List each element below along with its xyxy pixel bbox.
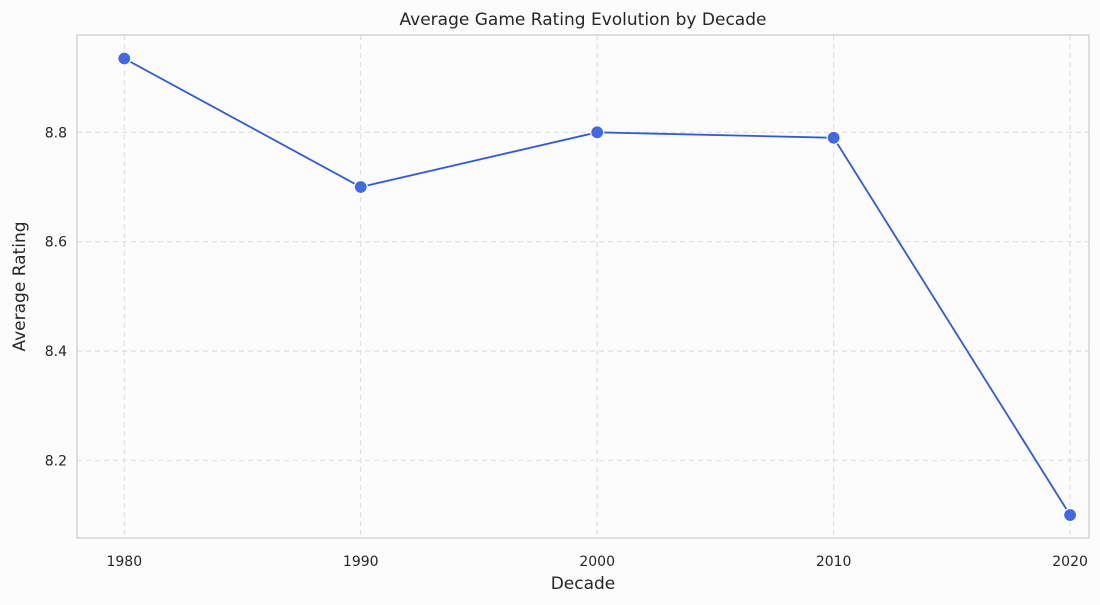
x-tick-label: 1980 bbox=[106, 554, 142, 570]
y-tick-label: 8.2 bbox=[45, 453, 67, 469]
x-tick-label: 2010 bbox=[816, 554, 852, 570]
data-point bbox=[353, 179, 368, 195]
x-tick-label: 2020 bbox=[1052, 554, 1088, 570]
data-points bbox=[117, 51, 1078, 523]
data-point bbox=[590, 125, 605, 140]
x-tick-label: 1990 bbox=[343, 554, 379, 570]
y-tick-label: 8.4 bbox=[45, 344, 67, 360]
data-point bbox=[117, 51, 132, 66]
y-tick-label: 8.6 bbox=[45, 235, 67, 251]
data-point bbox=[1062, 507, 1078, 523]
y-axis-ticks: 8.2 8.4 8.6 8.8 bbox=[45, 125, 67, 469]
data-point bbox=[826, 130, 841, 145]
chart-title: Average Game Rating Evolution by Decade bbox=[400, 10, 767, 30]
y-tick-label: 8.8 bbox=[45, 125, 67, 141]
x-axis-ticks: 1980 1990 2000 2010 2020 bbox=[106, 554, 1087, 570]
x-tick-label: 2000 bbox=[579, 554, 615, 570]
plot-area-frame bbox=[76, 34, 1090, 539]
x-axis-label: Decade bbox=[551, 574, 616, 594]
y-axis-label: Average Rating bbox=[10, 221, 30, 351]
grid-layer bbox=[77, 35, 1089, 538]
